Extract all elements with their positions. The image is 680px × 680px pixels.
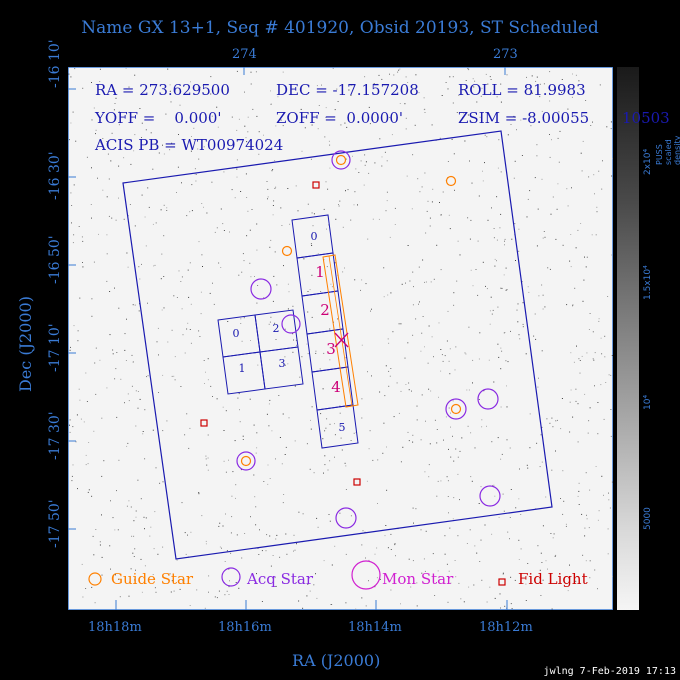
guide-star (450, 403, 462, 415)
dec-tick-1650: -16 50' (47, 235, 63, 284)
top-tick-274: 274 (232, 47, 257, 62)
fid-light (353, 478, 361, 486)
ra-tick-18h16m: 18h16m (218, 620, 272, 635)
plot-title: Name GX 13+1, Seq # 401920, Obsid 20193,… (81, 18, 599, 38)
colorbar-tick-5000: 5000 (643, 507, 653, 530)
acis-s-label-4: 4 (331, 378, 341, 396)
info-yoff: YOFF = 0.000' (95, 109, 222, 127)
subarray-strip (322, 254, 359, 408)
acq-star (236, 451, 256, 471)
top-tick-273: 273 (493, 47, 518, 62)
acis-s-label-2: 2 (320, 301, 330, 319)
acis-s-label-1: 1 (315, 263, 325, 281)
acis-i-label-0: 0 (233, 327, 240, 340)
legend-acq-label: Acq Star (247, 570, 314, 588)
acis-i-array (217, 309, 304, 395)
guide-star (445, 175, 457, 187)
info-dec: DEC = -17.157208 (276, 81, 419, 99)
info-zsim: ZSIM = -8.00055 (458, 109, 590, 127)
dec-tick-1750: -17 50' (47, 499, 63, 548)
footer-timestamp: jwlng 7-Feb-2019 17:13 (543, 666, 676, 677)
acis-i-chip-3 (259, 346, 304, 390)
acis-i-label-3: 3 (279, 357, 286, 370)
acq-star (250, 278, 272, 300)
legend-mon-icon (351, 560, 381, 590)
acis-s-label-5: 5 (339, 421, 346, 434)
legend-acq-icon (221, 567, 241, 587)
fid-light (312, 181, 320, 189)
guide-star (240, 455, 252, 467)
acis-s-label-0: 0 (311, 230, 318, 243)
legend-guide-icon (88, 572, 102, 586)
colorbar-tick-1e4: 10⁴ (643, 394, 653, 410)
ra-tick-18h12m: 18h12m (479, 620, 533, 635)
field-of-view-frame (122, 130, 553, 560)
info-ra: RA = 273.629500 (95, 81, 230, 99)
ra-tick-18h18m: 18h18m (88, 620, 142, 635)
acq-star (335, 507, 357, 529)
acis-s-label-3: 3 (326, 340, 336, 358)
guide-star (281, 245, 293, 257)
colorbar-title: PUSS scaled density (655, 135, 680, 165)
dec-tick-1630: -16 30' (47, 151, 63, 200)
star-field-noise (68, 67, 614, 610)
acq-star (331, 150, 351, 170)
info-acis: ACIS PB = WT00974024 (95, 136, 284, 154)
colorbar-tick-2e4: 2x10⁴ (643, 148, 653, 175)
legend-mon-label: Mon Star (382, 570, 454, 588)
dec-axis-label: Dec (J2000) (16, 296, 35, 392)
acis-i-label-2: 2 (273, 322, 280, 335)
colorbar (617, 67, 639, 610)
colorbar-overflow-label: 10503 (622, 109, 670, 127)
ra-axis-label: RA (J2000) (292, 651, 381, 670)
acq-star (445, 398, 467, 420)
legend-guide-label: Guide Star (111, 570, 194, 588)
colorbar-tick-1.5e4: 1.5x10⁴ (643, 265, 653, 300)
guide-star (335, 154, 347, 166)
acis-s-chip-5 (316, 404, 359, 449)
acis-i-label-1: 1 (239, 362, 246, 375)
ra-tick-18h14m: 18h14m (348, 620, 402, 635)
info-zoff: ZOFF = 0.0000' (276, 109, 404, 127)
acis-s-array (291, 214, 359, 449)
acq-star (477, 388, 499, 410)
legend-fid-icon (498, 578, 506, 586)
fid-light (200, 419, 208, 427)
acq-star (281, 314, 301, 334)
acq-star (479, 485, 501, 507)
dec-tick-1710: -17 10' (47, 323, 63, 372)
legend-fid-label: Fid Light (518, 570, 588, 588)
info-roll: ROLL = 81.9983 (458, 81, 586, 99)
aimpoint-marker (334, 332, 349, 348)
sky-plot: 0 2 1 3 0 1 2 3 4 5 (67, 66, 614, 611)
dec-tick-1730: -17 30' (47, 411, 63, 460)
dec-tick-1610: -16 10' (47, 39, 63, 88)
